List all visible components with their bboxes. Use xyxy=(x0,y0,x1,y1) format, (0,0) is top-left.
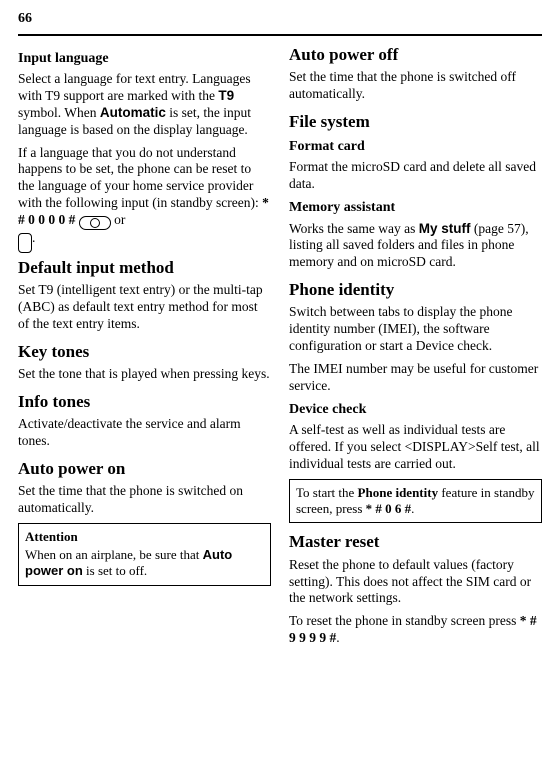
attention-box: Attention When on an airplane, be sure t… xyxy=(18,523,271,586)
seg: or xyxy=(111,212,126,227)
text-input-language-2: If a language that you do not understand… xyxy=(18,145,271,249)
two-column-layout: Input language Select a language for tex… xyxy=(18,44,542,654)
seg: If a language that you do not understand… xyxy=(18,145,262,211)
text-memory-assistant: Works the same way as My stuff (page 57)… xyxy=(289,221,542,272)
text-key-tones: Set the tone that is played when pressin… xyxy=(18,366,271,383)
seg: symbol. When xyxy=(18,105,100,120)
header-rule xyxy=(18,34,542,36)
heading-default-input: Default input method xyxy=(18,257,271,278)
phone-identity-box: To start the Phone identity feature in s… xyxy=(289,479,542,524)
text-phone-identity-1: Switch between tabs to display the phone… xyxy=(289,304,542,355)
seg: Works the same way as xyxy=(289,221,419,236)
attention-body: When on an airplane, be sure that Auto p… xyxy=(25,547,264,580)
seg: . xyxy=(32,230,35,245)
heading-phone-identity: Phone identity xyxy=(289,279,542,300)
t9-symbol: T9 xyxy=(218,88,234,103)
code-imei: * # 0 6 # xyxy=(366,501,412,516)
heading-input-language: Input language xyxy=(18,50,271,68)
page-number: 66 xyxy=(18,10,542,30)
attention-title: Attention xyxy=(25,529,264,545)
heading-device-check: Device check xyxy=(289,401,542,419)
text-master-reset-2: To reset the phone in standby screen pre… xyxy=(289,613,542,647)
seg: To start the xyxy=(296,485,358,500)
seg: . xyxy=(336,630,339,645)
text-format-card: Format the microSD card and delete all s… xyxy=(289,159,542,193)
seg: Select a language for text entry. Langua… xyxy=(18,71,251,103)
seg: is set to off. xyxy=(83,563,147,578)
text-device-check: A self-test as well as individual tests … xyxy=(289,422,542,473)
seg: To reset the phone in standby screen pre… xyxy=(289,613,520,628)
phone-identity-box-text: To start the Phone identity feature in s… xyxy=(296,485,535,518)
hardkey-icon xyxy=(18,233,32,253)
text-phone-identity-2: The IMEI number may be useful for custom… xyxy=(289,361,542,395)
text-input-language-1: Select a language for text entry. Langua… xyxy=(18,71,271,139)
seg: When on an airplane, be sure that xyxy=(25,547,203,562)
heading-master-reset: Master reset xyxy=(289,531,542,552)
heading-file-system: File system xyxy=(289,111,542,132)
phone-identity-feature: Phone identity xyxy=(358,485,439,500)
text-default-input: Set T9 (intelligent text entry) or the m… xyxy=(18,282,271,333)
automatic-label: Automatic xyxy=(100,105,166,120)
text-master-reset-1: Reset the phone to default values (facto… xyxy=(289,557,542,608)
text-auto-power-off: Set the time that the phone is switched … xyxy=(289,69,542,103)
heading-memory-assistant: Memory assistant xyxy=(289,199,542,217)
text-info-tones: Activate/deactivate the service and alar… xyxy=(18,416,271,450)
left-column: Input language Select a language for tex… xyxy=(18,44,271,654)
softkey-icon xyxy=(79,216,111,230)
heading-auto-power-on: Auto power on xyxy=(18,458,271,479)
seg: . xyxy=(411,501,414,516)
heading-info-tones: Info tones xyxy=(18,391,271,412)
heading-format-card: Format card xyxy=(289,138,542,156)
heading-key-tones: Key tones xyxy=(18,341,271,362)
heading-auto-power-off: Auto power off xyxy=(289,44,542,65)
my-stuff-label: My stuff xyxy=(419,221,471,236)
right-column: Auto power off Set the time that the pho… xyxy=(289,44,542,654)
text-auto-power-on: Set the time that the phone is switched … xyxy=(18,483,271,517)
